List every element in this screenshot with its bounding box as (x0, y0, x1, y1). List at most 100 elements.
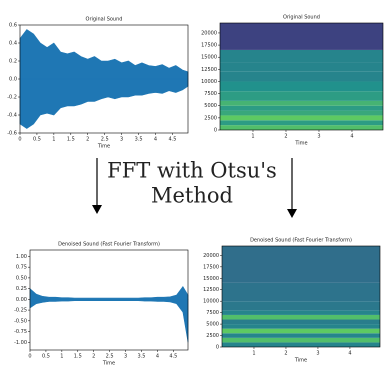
x-tick-label: 1.5 (74, 354, 82, 360)
chart-title: Original Sound (283, 15, 320, 21)
heat-band (220, 120, 383, 126)
heat-band (222, 282, 380, 302)
x-tick-label: 3.5 (135, 137, 143, 143)
x-tick-label: 4 (156, 354, 159, 360)
x-tick-label: 2 (92, 354, 95, 360)
waveform (29, 285, 189, 300)
y-tick-label: 10000 (201, 79, 217, 85)
waveform (19, 29, 189, 80)
y-tick-label: 12500 (201, 67, 217, 73)
y-tick-label: 2500 (204, 115, 217, 121)
heat-band (222, 246, 380, 283)
y-tick-label: 0.6 (9, 23, 17, 29)
heat-band (220, 81, 383, 92)
x-tick-label: 0.5 (33, 137, 41, 143)
x-tick-label: 3 (120, 137, 123, 143)
y-tick-label: 0.00 (16, 297, 27, 303)
x-tick-label: 4 (350, 134, 353, 140)
x-tick-label: 4 (154, 137, 157, 143)
y-tick-label: 7500 (206, 310, 219, 316)
heat-band (222, 314, 380, 320)
x-axis-label: Time (294, 141, 307, 147)
y-tick-label: 15000 (201, 55, 217, 61)
y-tick-label: 0 (216, 345, 219, 351)
y-tick-label: -0.75 (14, 329, 27, 335)
heat-band (220, 105, 383, 111)
heat-band (222, 342, 380, 347)
arrow (92, 158, 297, 218)
method-text: FFT with Otsu's (107, 159, 277, 183)
x-tick-label: 3 (124, 354, 127, 360)
y-tick-label: 0.0 (9, 77, 17, 83)
x-tick-label: 0 (28, 354, 31, 360)
y-tick-label: 0.75 (16, 265, 27, 271)
heat-band (222, 319, 380, 325)
heat-band (222, 337, 380, 343)
heat-band (220, 115, 383, 121)
heat-band (222, 328, 380, 334)
heat-band (220, 110, 383, 116)
plot-frame (221, 245, 381, 348)
y-tick-label: 20000 (201, 30, 217, 36)
y-tick-label: 17500 (201, 43, 217, 49)
x-tick-label: 1 (252, 351, 255, 357)
waveform (19, 78, 189, 129)
chart-title: Denoised Sound (Fast Fourier Transform) (58, 242, 160, 248)
y-tick-label: 5000 (206, 322, 219, 328)
x-tick-label: 2 (86, 137, 89, 143)
x-tick-label: 3.5 (138, 354, 146, 360)
x-tick-label: 4.5 (169, 354, 177, 360)
plot-frame (219, 22, 384, 131)
y-tick-label: 2500 (206, 333, 219, 339)
heat-band (220, 71, 383, 82)
x-tick-label: 1.5 (67, 137, 75, 143)
waveform (29, 299, 189, 343)
x-tick-label: 0.5 (42, 354, 50, 360)
y-tick-label: 0 (214, 128, 217, 134)
y-tick-label: 12500 (203, 287, 219, 293)
heat-band (222, 301, 380, 311)
heat-band (220, 23, 383, 50)
y-tick-label: 1.00 (16, 254, 27, 260)
chart-title: Denoised Sound (Fast Fourier Transform) (250, 238, 352, 244)
y-tick-label: 17500 (203, 264, 219, 270)
heat-band (220, 91, 383, 101)
method-text: Method (151, 184, 233, 208)
y-tick-label: -0.2 (7, 95, 17, 101)
x-tick-label: 3 (317, 134, 320, 140)
x-tick-label: 0 (18, 137, 21, 143)
x-tick-label: 2.5 (101, 137, 109, 143)
y-tick-label: -0.25 (14, 308, 27, 314)
x-tick-label: 1 (60, 354, 63, 360)
y-tick-label: 0.50 (16, 275, 27, 281)
heat-band (222, 333, 380, 338)
chart-title: Original Sound (86, 17, 123, 23)
heat-band (220, 100, 383, 106)
y-tick-label: 15000 (203, 276, 219, 282)
x-axis-label: Time (294, 358, 307, 364)
y-tick-label: -0.50 (14, 318, 27, 324)
x-tick-label: 4.5 (168, 137, 176, 143)
y-tick-label: 0.4 (9, 41, 17, 47)
y-tick-label: 0.25 (16, 286, 27, 292)
x-axis-label: Time (97, 144, 110, 150)
heat-band (222, 324, 380, 329)
heat-band (220, 62, 383, 72)
x-tick-label: 2 (284, 351, 287, 357)
y-tick-label: 10000 (203, 299, 219, 305)
y-tick-label: -0.4 (7, 113, 17, 119)
y-tick-label: 0.2 (9, 59, 17, 65)
heat-band (220, 125, 383, 130)
y-tick-label: -0.6 (7, 131, 17, 137)
x-tick-label: 2.5 (106, 354, 114, 360)
y-tick-label: 7500 (204, 91, 217, 97)
x-tick-label: 3 (316, 351, 319, 357)
x-tick-label: 1 (52, 137, 55, 143)
x-axis-label: Time (102, 361, 115, 367)
x-tick-label: 2 (284, 134, 287, 140)
y-tick-label: -1.00 (14, 340, 27, 346)
x-tick-label: 4 (348, 351, 351, 357)
heat-band (222, 310, 380, 315)
y-tick-label: 20000 (203, 253, 219, 259)
